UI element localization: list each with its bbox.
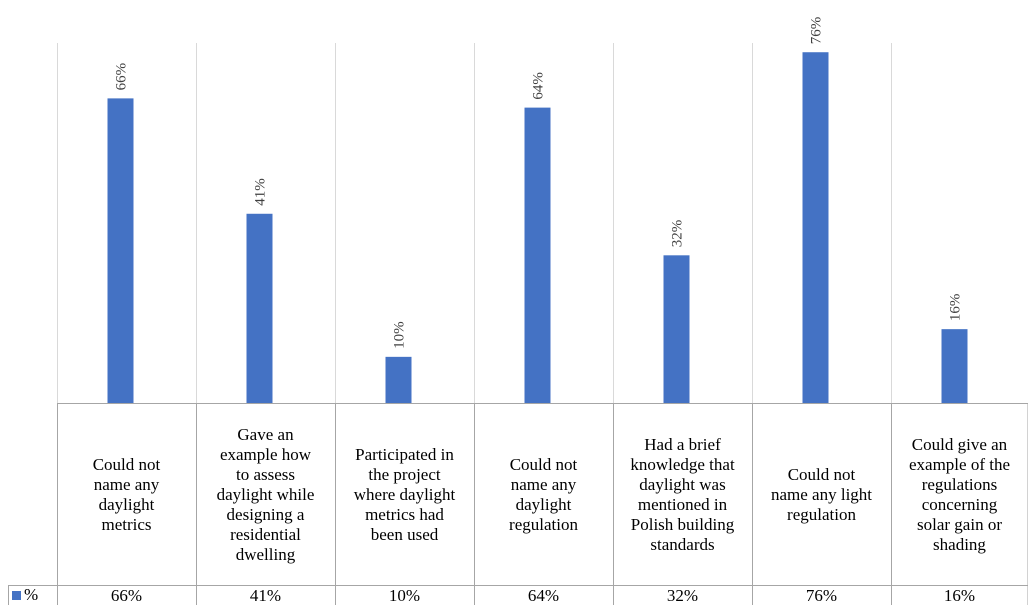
- category-label-text-5: Could not name any light regulation: [771, 465, 872, 525]
- category-label-text-2: Participated in the project where daylight…: [354, 445, 456, 545]
- data-label-0: 66%: [114, 63, 130, 91]
- category-label-line: Had a brief: [644, 435, 721, 454]
- table-value-3: 64%: [527, 586, 560, 605]
- category-label-line: the project: [368, 465, 441, 484]
- data-labels: 66% 41% 10% 64% 32% 76% 16%: [114, 17, 964, 349]
- category-label-line: solar gain or: [917, 515, 1002, 534]
- legend-entry: %: [12, 585, 38, 605]
- category-label-line: where daylight: [353, 485, 456, 504]
- category-label-line: designing a: [226, 505, 305, 524]
- data-label-5: 76%: [809, 17, 825, 45]
- data-label-4: 32%: [670, 220, 686, 248]
- bars: [107, 52, 968, 403]
- category-label-line: regulations: [921, 475, 998, 494]
- category-label-line: metrics: [101, 515, 152, 534]
- category-label-text-3: Could not name any daylight regulation: [509, 455, 578, 535]
- category-label-line: concerning: [921, 495, 998, 514]
- category-label-2: Participated in the project where daylight…: [335, 407, 474, 583]
- category-label-text-6: Could give an example of the regulations co…: [909, 435, 1010, 555]
- category-label-line: daylight was: [639, 475, 726, 494]
- category-label-line: daylight: [98, 495, 155, 514]
- category-label-text-4: Had a brief knowledge that daylight was men…: [630, 435, 734, 555]
- category-label-4: Had a brief knowledge that daylight was men…: [613, 407, 752, 583]
- legend-label: %: [24, 585, 39, 604]
- category-label-6: Could give an example of the regulations co…: [891, 407, 1028, 583]
- data-label-3: 64%: [531, 72, 547, 100]
- table-value-6: 16%: [943, 586, 976, 605]
- category-label-line: Could not: [509, 455, 578, 474]
- bar-6: [941, 329, 968, 403]
- category-label-line: regulation: [509, 515, 578, 534]
- category-label-line: name any: [93, 475, 160, 494]
- category-label-line: mentioned in: [637, 495, 728, 514]
- category-separators: [57, 43, 892, 403]
- table-value-1: 41%: [249, 586, 282, 605]
- category-label-line: dwelling: [235, 545, 296, 564]
- category-label-line: Could give an: [911, 435, 1008, 454]
- category-label-5: Could not name any light regulation: [752, 407, 891, 583]
- category-label-line: regulation: [787, 505, 856, 524]
- data-label-1: 41%: [253, 178, 269, 206]
- category-label-0: Could not name any daylight metrics: [57, 407, 196, 583]
- data-table-grid: [8, 403, 1028, 605]
- bar-3: [524, 107, 551, 403]
- category-label-line: Could not: [92, 455, 161, 474]
- category-label-line: standards: [650, 535, 715, 554]
- table-value-4: 32%: [666, 586, 699, 605]
- category-label-line: Could not: [787, 465, 856, 484]
- category-label-line: Participated in: [355, 445, 454, 464]
- bar-0: [107, 98, 134, 403]
- category-label-line: metrics had: [365, 505, 444, 524]
- category-label-line: shading: [933, 535, 986, 554]
- data-label-2: 10%: [392, 321, 408, 349]
- category-label-line: knowledge that: [630, 455, 735, 474]
- category-label-line: name any: [510, 475, 577, 494]
- legend-key: [12, 590, 21, 600]
- category-label-1: Gave an example how to assess daylight whil…: [196, 407, 335, 583]
- category-label-line: example of the: [908, 455, 1010, 474]
- category-label-3: Could not name any daylight regulation: [474, 407, 613, 583]
- table-value-5: 76%: [805, 586, 838, 605]
- category-label-line: example how: [219, 445, 312, 464]
- category-label-line: Gave an: [237, 425, 294, 444]
- category-label-line: name any light: [770, 485, 873, 504]
- category-label-line: to assess: [235, 465, 295, 484]
- category-label-line: been used: [370, 525, 439, 544]
- category-label-text-0: Could not name any daylight metrics: [93, 455, 161, 535]
- category-label-line: residential: [230, 525, 301, 544]
- table-value-2: 10%: [388, 586, 421, 605]
- bar-4: [663, 255, 690, 403]
- category-label-line: daylight while: [216, 485, 315, 504]
- category-label-text-1: Gave an example how to assess daylight whil…: [217, 425, 315, 565]
- category-label-line: Polish building: [630, 515, 735, 534]
- data-label-6: 16%: [948, 294, 964, 322]
- bar-1: [246, 213, 273, 403]
- bar-2: [385, 356, 412, 403]
- table-value-0: 66%: [110, 586, 143, 605]
- category-label-line: daylight: [515, 495, 572, 514]
- bar-5: [802, 52, 829, 403]
